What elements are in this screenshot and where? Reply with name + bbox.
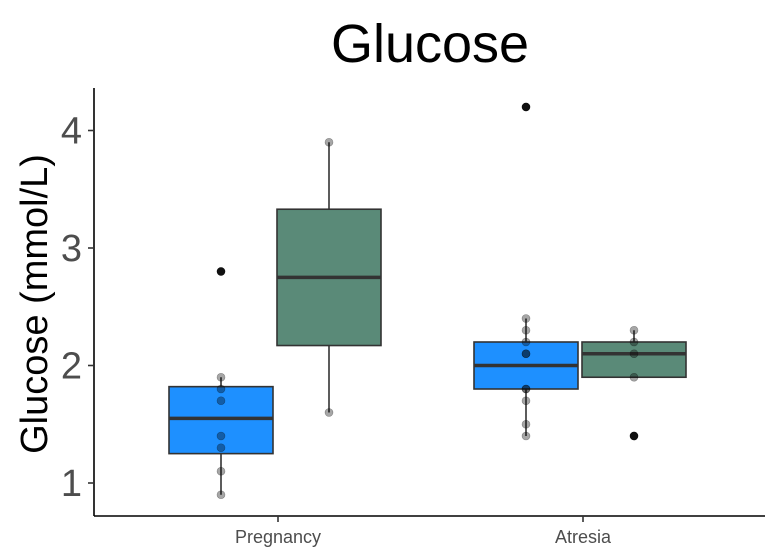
data-point [216,466,226,476]
y-axis-label: Glucose (mmol/L) [14,154,56,454]
data-point [521,384,531,394]
data-point [521,431,531,441]
y-tick-label: 2 [61,346,82,388]
data-point [216,490,226,500]
outlier-point [629,431,639,441]
data-point [216,431,226,441]
data-point [629,349,639,359]
data-point [521,419,531,429]
plot-area [168,102,687,500]
chart-title: Glucose [331,14,529,74]
box-group [276,137,382,417]
data-point [521,337,531,347]
x-tick-label: Atresia [555,527,612,547]
box-rect [581,341,687,379]
data-point [216,396,226,406]
y-tick-label: 1 [61,463,82,505]
data-point [629,372,639,382]
data-point [521,396,531,406]
data-point [216,372,226,382]
data-point [216,443,226,453]
x-tick-label: Pregnancy [235,527,321,547]
x-axis-ticks: Pregnancy Atresia [235,516,612,547]
data-point [521,384,531,394]
data-point [324,137,334,147]
data-point [629,337,639,347]
data-point [521,349,531,359]
y-tick-label: 4 [61,111,82,153]
data-point [324,408,334,417]
box-group [168,267,274,500]
data-point [216,267,226,276]
box-group [473,102,579,441]
data-point [521,314,531,323]
data-point [521,349,531,359]
data-point [216,384,226,394]
data-point [629,325,639,335]
outlier-point [521,102,531,112]
data-point [521,102,531,112]
data-point [521,325,531,335]
outlier-point [216,267,226,276]
y-tick-label: 3 [61,228,82,270]
box-group [581,325,687,441]
y-axis-ticks: 1 2 3 4 [61,111,94,505]
data-point [629,431,639,441]
